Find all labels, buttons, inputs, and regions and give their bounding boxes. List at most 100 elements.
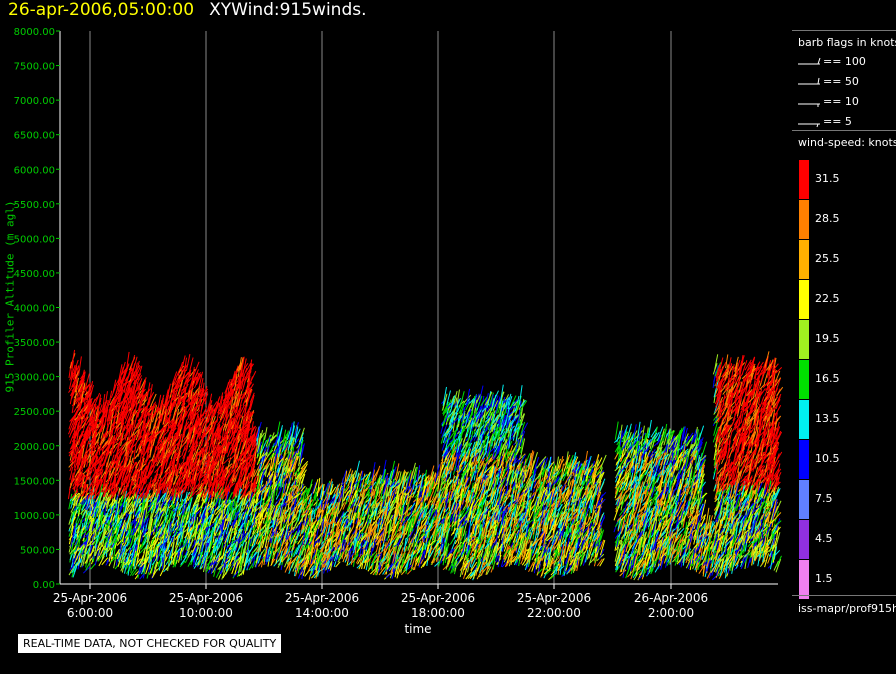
wind-barb	[86, 420, 93, 437]
x-tick-time: 18:00:00	[411, 606, 465, 620]
wind-barb	[75, 441, 83, 456]
wind-barb	[108, 390, 113, 404]
y-tick-label: 7000.00	[14, 96, 55, 107]
wind-barb	[134, 523, 140, 533]
wind-barb	[82, 566, 91, 574]
wind-barb	[127, 474, 131, 488]
wind-barb	[116, 470, 122, 483]
wind-barb	[150, 401, 157, 411]
wind-barb	[69, 454, 77, 464]
wind-barb	[78, 530, 82, 548]
wind-barb	[88, 384, 94, 402]
wind-barb	[120, 521, 127, 534]
wind-barb	[148, 549, 152, 563]
wind-barb	[80, 401, 88, 414]
wind-barb	[109, 541, 114, 556]
wind-barb	[86, 444, 93, 454]
wind-barb	[131, 435, 136, 452]
wind-barb	[139, 450, 143, 465]
wind-barb	[125, 490, 131, 498]
wind-barb	[85, 544, 92, 555]
wind-barb	[249, 370, 257, 383]
wind-barb	[113, 470, 117, 487]
wind-barb	[149, 384, 153, 404]
wind-barb	[145, 459, 153, 470]
wind-barb	[127, 509, 133, 523]
wind-barb	[97, 404, 103, 418]
wind-barb	[101, 449, 107, 462]
x-tick-date: 25-Apr-2006	[401, 591, 475, 605]
wind-barb	[89, 449, 97, 459]
wind-barb	[100, 526, 106, 546]
wind-barb	[88, 517, 93, 531]
wind-barb	[136, 407, 144, 415]
wind-barb	[141, 534, 148, 545]
wind-barb	[113, 534, 118, 550]
wind-barb	[120, 475, 127, 488]
wind-barb	[71, 555, 78, 569]
wind-barb	[132, 527, 137, 540]
wind-barb	[148, 518, 154, 537]
wind-barb	[123, 557, 129, 569]
wind-barb	[131, 542, 137, 559]
wind-barb	[72, 474, 79, 487]
wind-barb	[114, 548, 121, 557]
wind-barb	[185, 353, 191, 372]
wind-barb	[92, 442, 100, 454]
wind-barb	[145, 493, 151, 509]
wind-barb	[147, 477, 152, 494]
wind-barb	[79, 396, 84, 411]
x-tick-time: 6:00:00	[67, 606, 113, 620]
wind-barb	[103, 500, 108, 516]
wind-barb	[143, 432, 148, 446]
wind-barb	[141, 380, 147, 398]
wind-barb	[107, 522, 115, 537]
wind-barb	[86, 521, 92, 531]
x-tick-date: 25-Apr-2006	[169, 591, 243, 605]
wind-barb	[130, 516, 139, 524]
wind-barb	[121, 522, 127, 537]
wind-barb	[114, 429, 121, 441]
wind-barb	[119, 527, 125, 540]
wind-barb	[149, 444, 153, 458]
wind-barb	[111, 435, 116, 451]
wind-barb	[141, 515, 149, 529]
wind-barb	[84, 515, 88, 533]
wind-barb	[99, 535, 107, 543]
wind-barb	[97, 553, 104, 562]
wind-barb	[110, 471, 115, 482]
wind-barb	[108, 510, 116, 518]
x-tick-time: 10:00:00	[179, 606, 233, 620]
wind-barb	[114, 561, 122, 570]
wind-barb	[135, 459, 141, 469]
wind-barb	[70, 360, 74, 377]
wind-barb	[119, 447, 124, 461]
wind-barb	[105, 487, 111, 501]
wind-barb	[139, 546, 147, 554]
y-tick-label: 2500.00	[14, 407, 55, 418]
wind-barb	[126, 439, 133, 447]
wind-barb	[109, 411, 114, 431]
wind-barb	[73, 547, 80, 554]
wind-barb	[99, 469, 104, 484]
wind-barb	[90, 503, 94, 520]
wind-barb	[78, 447, 84, 466]
wind-barb	[73, 359, 79, 373]
wind-barb	[149, 409, 154, 429]
wind-barb	[80, 456, 86, 467]
wind-barb	[132, 391, 140, 403]
wind-barb	[92, 431, 98, 442]
wind-barb	[82, 371, 86, 386]
wind-barb	[143, 544, 148, 565]
wind-barb	[79, 491, 85, 503]
wind-barb	[135, 360, 140, 376]
y-tick-label: 0.00	[33, 580, 55, 591]
wind-barb	[106, 448, 112, 457]
wind-barb	[121, 451, 127, 463]
wind-barb	[73, 365, 78, 382]
wind-barb	[112, 379, 117, 393]
wind-barb	[127, 440, 131, 461]
wind-barb	[110, 524, 115, 541]
wind-barb	[144, 485, 149, 500]
wind-barb	[71, 445, 76, 457]
